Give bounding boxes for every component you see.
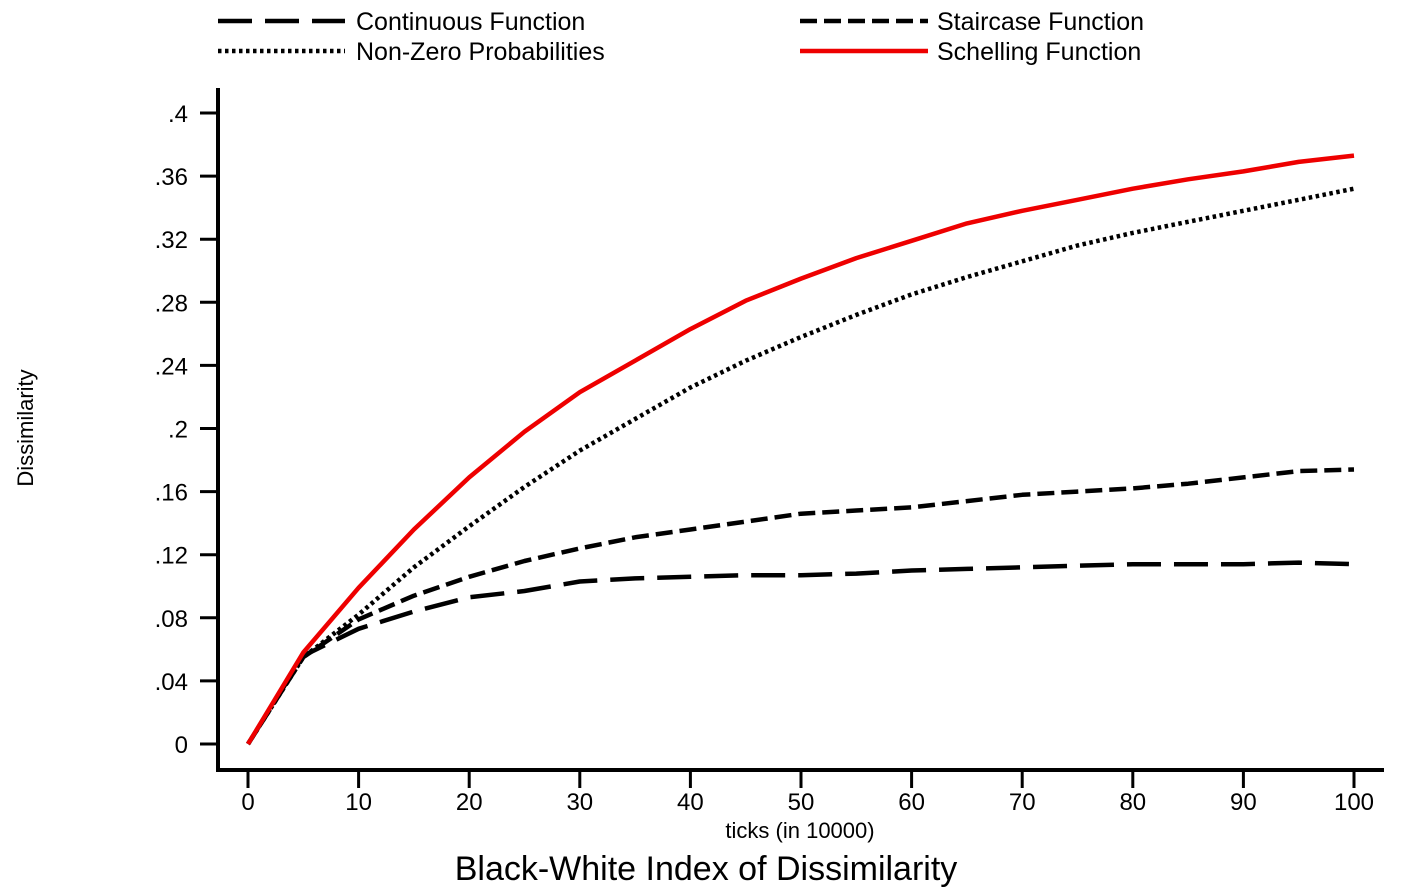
legend-label: Non-Zero Probabilities — [356, 38, 605, 66]
legend: Continuous Function Staircase Function Non… — [218, 8, 1144, 66]
x-tick-label: 60 — [898, 789, 925, 816]
y-tick-label: 0 — [175, 732, 188, 759]
y-tick-label: .16 — [155, 480, 188, 507]
x-axis-label: ticks (in 10000) — [725, 818, 874, 843]
y-tick-label: .2 — [168, 417, 188, 444]
axes — [216, 88, 1384, 772]
legend-label: Continuous Function — [356, 8, 585, 36]
x-tick-label: 50 — [788, 789, 815, 816]
y-ticks: 0 .04 .08 .12 .16 .2 .24 .28 .32 .36 .4 — [155, 101, 218, 759]
legend-label: Schelling Function — [937, 38, 1141, 66]
series-line-0 — [246, 560, 1355, 746]
x-tick-label: 100 — [1334, 789, 1374, 816]
x-tick-label: 90 — [1230, 789, 1257, 816]
x-tick-label: 10 — [345, 789, 372, 816]
y-tick-label: .28 — [155, 290, 188, 317]
series-line-3 — [246, 153, 1355, 746]
y-tick-label: .12 — [155, 543, 188, 570]
legend-label: Staircase Function — [937, 8, 1144, 36]
x-tick-label: 20 — [456, 789, 483, 816]
x-tick-label: 80 — [1119, 789, 1146, 816]
plot-area — [246, 153, 1355, 746]
y-axis-label: Dissimilarity — [13, 369, 38, 486]
y-tick-label: .36 — [155, 164, 188, 191]
y-tick-label: .04 — [155, 669, 188, 696]
series-line-2 — [246, 186, 1355, 746]
x-ticks: 0 10 20 30 40 50 60 70 80 90 100 — [241, 770, 1374, 816]
x-tick-label: 30 — [566, 789, 593, 816]
y-tick-label: .32 — [155, 227, 188, 254]
y-tick-label: .4 — [168, 101, 188, 128]
x-tick-label: 70 — [1009, 789, 1036, 816]
x-tick-label: 40 — [677, 789, 704, 816]
y-tick-label: .24 — [155, 353, 188, 380]
y-tick-label: .08 — [155, 606, 188, 633]
x-tick-label: 0 — [241, 789, 254, 816]
chart-title: Black-White Index of Dissimilarity — [455, 850, 958, 888]
series-line-1 — [246, 467, 1355, 746]
